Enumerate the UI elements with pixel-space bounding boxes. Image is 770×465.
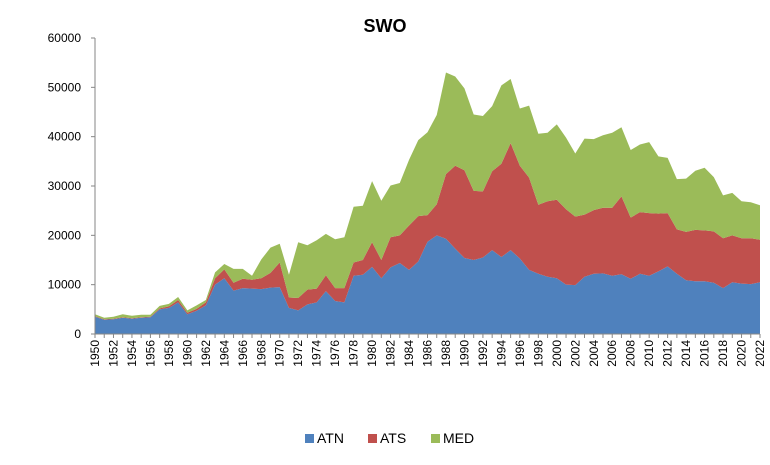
x-tick-label: 2022 bbox=[753, 340, 767, 367]
legend-item-atn: ATN bbox=[305, 430, 344, 446]
x-tick-label: 2018 bbox=[716, 340, 730, 367]
x-tick-label: 1984 bbox=[402, 340, 416, 367]
x-tick-label: 1960 bbox=[180, 340, 194, 367]
x-tick-label: 1954 bbox=[125, 340, 139, 367]
series-area-med bbox=[95, 72, 760, 320]
legend-swatch bbox=[431, 434, 440, 443]
x-tick-label: 1974 bbox=[310, 340, 324, 367]
y-tick-label: 10000 bbox=[48, 278, 82, 292]
legend-label: ATS bbox=[380, 430, 406, 446]
legend-swatch bbox=[368, 434, 377, 443]
x-tick-label: 1952 bbox=[106, 340, 120, 367]
x-tick-label: 1966 bbox=[236, 340, 250, 367]
x-tick-label: 1990 bbox=[457, 340, 471, 367]
x-tick-label: 1976 bbox=[328, 340, 342, 367]
x-tick-label: 1958 bbox=[162, 340, 176, 367]
x-tick-label: 1972 bbox=[291, 340, 305, 367]
x-tick-label: 2020 bbox=[735, 340, 749, 367]
x-tick-label: 2002 bbox=[568, 340, 582, 367]
x-tick-label: 1950 bbox=[88, 340, 102, 367]
chart-title: SWO bbox=[364, 16, 407, 36]
x-tick-label: 2006 bbox=[605, 340, 619, 367]
series-area-atn bbox=[95, 235, 760, 334]
x-tick-label: 2016 bbox=[698, 340, 712, 367]
x-tick-labels: 1950 1952 1954 1956 1958 1960 1962 1964 1966 1968… bbox=[88, 340, 767, 367]
x-tick-label: 2010 bbox=[642, 340, 656, 367]
x-tick-label: 1980 bbox=[365, 340, 379, 367]
x-tick-label: 1988 bbox=[439, 340, 453, 367]
x-tick-label: 1994 bbox=[494, 340, 508, 367]
x-tick-label: 2000 bbox=[550, 340, 564, 367]
x-tick-label: 1996 bbox=[513, 340, 527, 367]
legend-item-med: MED bbox=[431, 430, 474, 446]
legend-item-ats: ATS bbox=[368, 430, 406, 446]
x-tick-label: 1970 bbox=[273, 340, 287, 367]
legend: ATN ATS MED bbox=[305, 430, 474, 446]
x-tick-label: 1986 bbox=[421, 340, 435, 367]
x-tick-label: 1998 bbox=[531, 340, 545, 367]
x-tick-label: 1968 bbox=[254, 340, 268, 367]
x-tick-label: 2012 bbox=[661, 340, 675, 367]
x-tick-label: 1956 bbox=[143, 340, 157, 367]
y-tick-label: 40000 bbox=[48, 130, 82, 144]
y-tick-label: 30000 bbox=[48, 179, 82, 193]
legend-label: ATN bbox=[317, 430, 344, 446]
x-tick-label: 2014 bbox=[679, 340, 693, 367]
legend-label: MED bbox=[443, 430, 474, 446]
x-tick-label: 1964 bbox=[217, 340, 231, 367]
x-tick-label: 1978 bbox=[347, 340, 361, 367]
x-tick-label: 2004 bbox=[587, 340, 601, 367]
y-tick-labels: 0 10000 20000 30000 40000 50000 60000 bbox=[48, 31, 82, 341]
x-tick-label: 1982 bbox=[384, 340, 398, 367]
axes bbox=[91, 37, 761, 338]
legend-swatch bbox=[305, 434, 314, 443]
y-tick-label: 60000 bbox=[48, 31, 82, 45]
y-tick-label: 50000 bbox=[48, 80, 82, 94]
x-tick-label: 2008 bbox=[624, 340, 638, 367]
series-area-ats bbox=[95, 143, 760, 320]
x-tick-label: 1962 bbox=[199, 340, 213, 367]
y-tick-label: 20000 bbox=[48, 228, 82, 242]
x-tick-label: 1992 bbox=[476, 340, 490, 367]
series-areas bbox=[95, 72, 760, 334]
y-tick-label: 0 bbox=[74, 327, 81, 341]
